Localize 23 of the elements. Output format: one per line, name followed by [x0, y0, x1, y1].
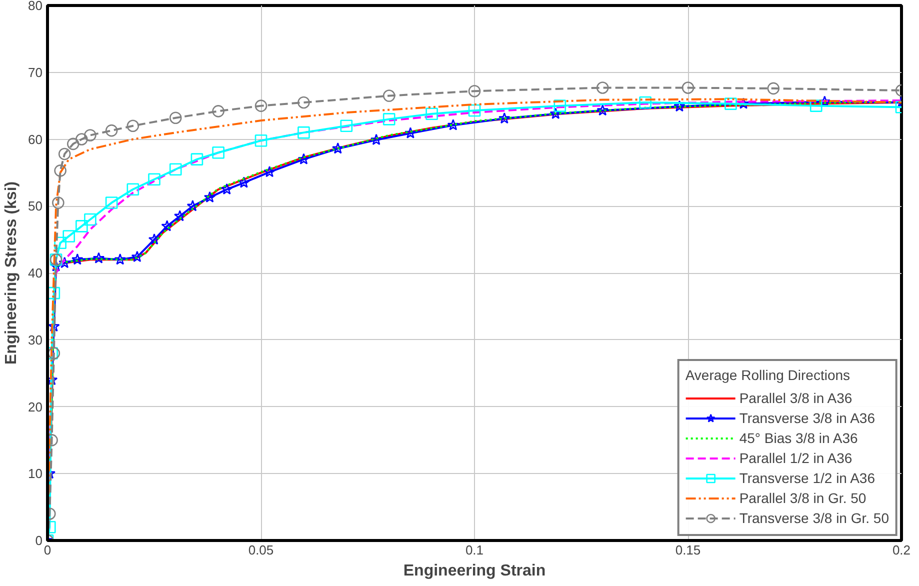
legend-label: Parallel 1/2 in A36 [739, 450, 852, 466]
x-axis-title: Engineering Strain [403, 562, 546, 580]
y-axis-title: Engineering Stress (ksi) [3, 181, 20, 365]
x-tick-label: 0.05 [248, 542, 274, 558]
y-tick-label: 10 [28, 466, 43, 482]
x-tick-label: 0.1 [465, 542, 484, 558]
y-tick-label: 80 [28, 0, 43, 13]
legend-label: Transverse 3/8 in Gr. 50 [739, 510, 889, 526]
x-tick-label: 0.15 [675, 542, 701, 558]
x-tick-label: 0.2 [892, 542, 911, 558]
legend-title: Average Rolling Directions [685, 367, 852, 383]
y-tick-label: 50 [28, 198, 43, 214]
y-tick-label: 20 [28, 399, 43, 414]
y-tick-label: 40 [28, 266, 43, 280]
legend-label: Parallel 3/8 in Gr. 50 [739, 490, 866, 506]
y-tick-label: 60 [28, 132, 43, 147]
legend-label: Parallel 3/8 in A36 [739, 390, 852, 406]
y-tick-label: 70 [28, 64, 43, 80]
y-tick-label: 0 [35, 533, 43, 548]
y-tick-label: 30 [28, 332, 43, 348]
legend-label: 45° Bias 3/8 in A36 [739, 430, 858, 446]
legend-label: Transverse 3/8 in A36 [739, 410, 875, 426]
legend-label: Transverse 1/2 in A36 [739, 470, 875, 486]
